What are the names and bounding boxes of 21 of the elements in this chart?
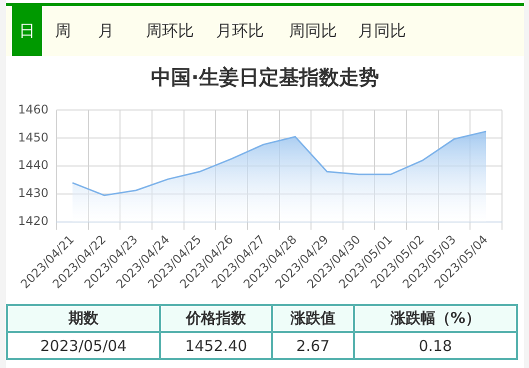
text: 月环比 bbox=[216, 20, 264, 42]
text: 价格指数 bbox=[160, 305, 272, 332]
text: 2023/05/04 bbox=[7, 332, 160, 359]
y-tick-label: 1460 bbox=[18, 102, 49, 116]
text: 周环比 bbox=[146, 20, 194, 42]
text: 日 bbox=[12, 6, 42, 56]
y-tick-label: 1440 bbox=[18, 158, 49, 172]
text: 1452.40 bbox=[160, 332, 272, 359]
text: 周同比 bbox=[289, 20, 337, 42]
y-tick-label: 1420 bbox=[18, 214, 49, 228]
text: 2.67 bbox=[272, 332, 354, 359]
text: 涨跌幅（%） bbox=[354, 305, 517, 332]
y-tick-label: 1430 bbox=[18, 186, 49, 200]
text: 月同比 bbox=[358, 20, 406, 42]
text: 0.18 bbox=[354, 332, 517, 359]
chart-title: 中国·生姜日定基指数走势 bbox=[150, 64, 380, 91]
text: 期数 bbox=[7, 305, 160, 332]
y-tick-label: 1450 bbox=[18, 130, 49, 144]
text: 月 bbox=[98, 20, 114, 42]
text: 涨跌值 bbox=[272, 305, 354, 332]
text: 周 bbox=[55, 20, 71, 42]
